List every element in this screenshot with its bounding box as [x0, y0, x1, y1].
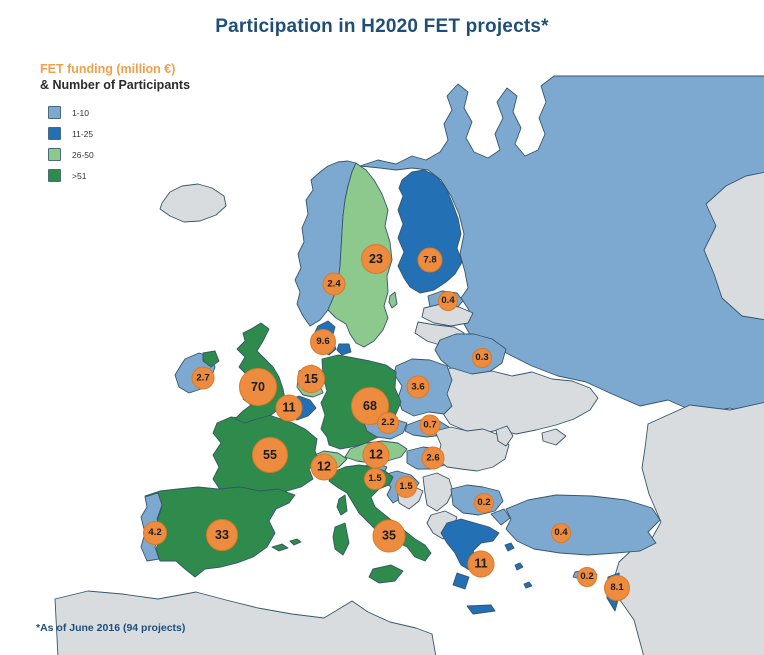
country-shape-latvia: [421, 303, 474, 327]
country-shape-balearics-1: [271, 543, 289, 552]
country-shape-poland: [393, 358, 453, 417]
country-shape-turkey: [505, 494, 661, 556]
legend: FET funding (million €) & Number of Part…: [40, 62, 230, 190]
country-shape-turkey-thrace: [490, 508, 511, 526]
country-shape-serbia: [422, 472, 454, 512]
country-shape-moldova: [495, 425, 514, 447]
legend-title-funding: FET funding (million €): [40, 62, 176, 76]
legend-item-label: 11-25: [72, 128, 94, 139]
country-shape-gotland: [388, 291, 398, 309]
legend-item-label: 26-50: [72, 149, 94, 160]
legend-item-11-25: 11-25: [48, 127, 230, 140]
country-shape-russia: [359, 75, 764, 420]
country-shape-sardinia: [332, 522, 350, 556]
legend-swatch-icon: [48, 106, 61, 119]
country-shape-belgium: [286, 395, 317, 421]
legend-item-label: 1-10: [72, 107, 90, 118]
figure-title: Participation in H2020 FET projects*: [215, 16, 549, 37]
country-shape-northern-ireland: [202, 350, 220, 368]
country-shape-cyprus: [572, 568, 598, 581]
legend-swatch-icon: [48, 169, 61, 182]
country-shape-italy: [328, 464, 432, 562]
legend-swatch-icon: [48, 127, 61, 140]
legend-item-label: >51: [72, 170, 87, 181]
legend-item-51plus: >51: [48, 169, 230, 182]
country-shape-russia-east: [703, 171, 764, 321]
country-shape-sweden: [327, 162, 393, 348]
country-shape-mideast: [612, 401, 764, 655]
country-shape-corsica: [336, 494, 348, 516]
country-shape-netherlands: [296, 364, 324, 398]
country-shape-greece: [440, 518, 500, 572]
country-shape-sicily: [368, 564, 404, 584]
country-shape-denmark-islands: [336, 343, 352, 356]
country-shape-ukraine: [433, 367, 599, 435]
country-shape-north-africa: [54, 590, 437, 655]
country-shape-finland: [397, 169, 463, 294]
country-shape-balearics-2: [289, 538, 302, 546]
country-shape-greece-island-3: [523, 581, 533, 589]
country-shape-uk: [234, 322, 286, 424]
country-shape-crimea: [541, 428, 567, 446]
legend-items: 1-10 11-25 26-50 >51: [48, 106, 230, 182]
country-shape-bulgaria: [450, 484, 504, 516]
country-shape-iceland: [159, 183, 227, 223]
legend-swatch-icon: [48, 148, 61, 161]
country-shape-denmark: [314, 320, 337, 356]
country-shape-greece-island-1: [504, 542, 515, 552]
country-shape-spain: [144, 486, 296, 578]
legend-item-1-10: 1-10: [48, 106, 230, 119]
country-shape-greece-crete: [466, 604, 496, 615]
country-shape-bosnia: [396, 484, 424, 510]
country-shape-israel: [606, 572, 622, 612]
country-shape-greece-peloponnese: [452, 572, 470, 590]
footnote: *As of June 2016 (94 projects): [36, 622, 186, 634]
country-shape-greece-island-2: [514, 562, 524, 571]
legend-title-participants: & Number of Participants: [40, 78, 191, 92]
legend-item-26-50: 26-50: [48, 148, 230, 161]
